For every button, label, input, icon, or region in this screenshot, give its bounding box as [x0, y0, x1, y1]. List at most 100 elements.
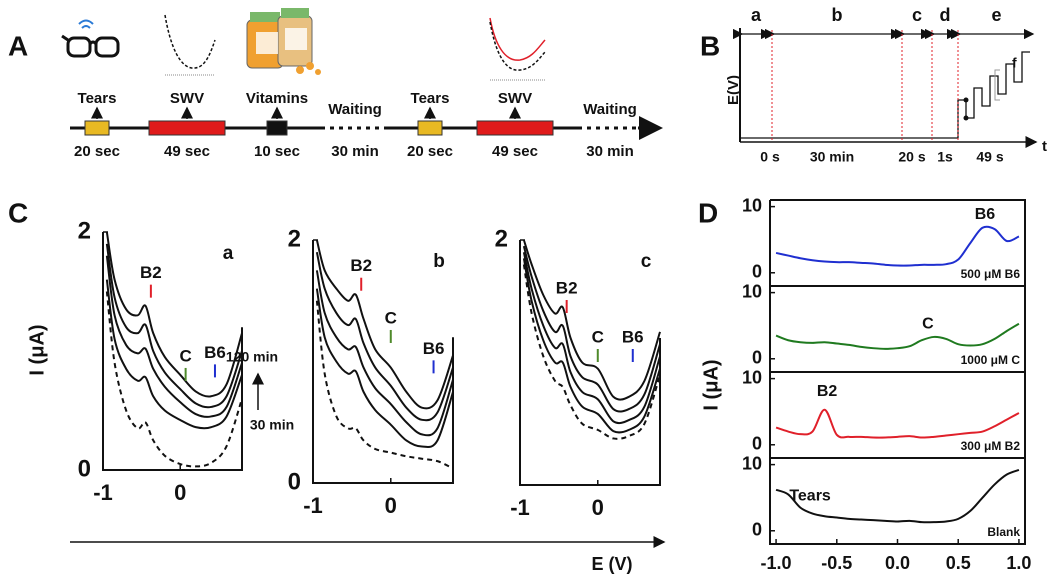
peak-label: B6	[423, 339, 445, 358]
peak-label: C	[592, 327, 604, 346]
curve	[522, 245, 661, 413]
trace-note: 500 μM B6	[961, 267, 1021, 281]
curve	[315, 239, 454, 410]
curve	[775, 322, 1020, 350]
phase-label: a	[751, 5, 762, 25]
panel-labels: A B C D	[8, 30, 720, 228]
peak-label: Tears	[789, 488, 831, 505]
peak-label: B2	[350, 256, 372, 275]
y-tick-label: 10	[742, 367, 762, 387]
trace-note: Blank	[987, 525, 1020, 539]
x-axis-label: E (V)	[591, 554, 632, 574]
peak-label: C	[385, 308, 397, 327]
panel-sublabel: a	[223, 243, 234, 264]
y-tick-label: 0	[752, 434, 762, 454]
curve	[315, 251, 454, 422]
panel-sublabel: c	[641, 251, 652, 272]
step-duration: 20 sec	[74, 143, 120, 160]
y-axis-label: I (μA)	[26, 324, 48, 375]
y-tick-label: 2	[288, 225, 301, 252]
peak-label: B2	[556, 278, 578, 297]
swv-icon	[164, 14, 216, 76]
phase-time: 1s	[937, 149, 953, 165]
y-tick-label: 2	[78, 217, 91, 244]
panel-label: B	[700, 30, 720, 61]
curve	[105, 243, 243, 409]
curve	[315, 300, 454, 470]
axes	[102, 232, 243, 471]
y-tick-label: 0	[752, 348, 762, 368]
step-duration: 49 sec	[492, 143, 538, 160]
staircase	[740, 51, 1030, 139]
frame	[769, 286, 1026, 373]
curve	[522, 252, 661, 425]
curve	[775, 468, 1020, 524]
x-tick-label: -1	[303, 493, 323, 518]
peak-label: B2	[817, 383, 838, 400]
phase-label: b	[832, 5, 843, 25]
x-tick-label: 0	[385, 493, 397, 518]
panel-label: A	[8, 30, 28, 61]
y-axis-label: E(V)	[725, 75, 742, 105]
x-tick-label: 1.0	[1006, 553, 1031, 573]
curve	[522, 258, 661, 434]
vitamin-icon	[246, 8, 321, 75]
waveform: E(V) t f	[725, 28, 1047, 155]
peak-label: B6	[622, 327, 644, 346]
step-label: Vitamins	[246, 90, 308, 107]
y-tick-label: 0	[752, 262, 762, 282]
step-box	[84, 120, 110, 136]
y-tick-label: 2	[495, 225, 508, 252]
curve	[105, 291, 243, 468]
phase-label: d	[940, 5, 951, 25]
step-duration: 10 sec	[254, 143, 300, 160]
step-label: Waiting	[583, 101, 637, 118]
x-tick-label: 0	[174, 480, 186, 505]
glasses-icon	[61, 19, 120, 58]
phase-time: 49 s	[976, 149, 1003, 165]
time-arrow-start: 30 min	[250, 417, 294, 433]
y-tick-label: 10	[742, 281, 762, 301]
curve	[315, 288, 454, 449]
frame	[769, 372, 1026, 459]
x-tick-label: 0.0	[885, 553, 910, 573]
peak-label: C	[922, 316, 934, 333]
phase-time: 30 min	[810, 149, 854, 165]
step-label: f	[1012, 55, 1017, 71]
trace-note: 300 μM B2	[961, 439, 1021, 453]
step-box	[266, 120, 288, 136]
swv-icon	[489, 17, 546, 81]
y-tick-label: 0	[752, 520, 762, 540]
phase-label: e	[991, 5, 1001, 25]
x-axis-label: t	[1042, 138, 1047, 155]
curve	[105, 255, 243, 418]
peak-label: B6	[975, 206, 996, 223]
trace-note: 1000 μM C	[961, 353, 1021, 367]
curve	[105, 231, 243, 398]
step-duration: 49 sec	[164, 143, 210, 160]
curve	[522, 264, 661, 440]
step-box	[476, 120, 554, 136]
peak-label: B2	[140, 263, 162, 282]
y-tick-label: 10	[742, 195, 762, 215]
axes	[312, 240, 454, 484]
y-axis-label: I (μA)	[700, 359, 722, 410]
x-tick-label: -1	[510, 495, 530, 520]
x-tick-label: -0.5	[821, 553, 852, 573]
axes	[519, 240, 661, 486]
panel-label: C	[8, 197, 28, 228]
step-label: Waiting	[328, 101, 382, 118]
step-duration: 30 min	[331, 143, 379, 160]
step-label: SWV	[170, 90, 204, 107]
x-tick-label: -1.0	[761, 553, 792, 573]
panel-sublabel: b	[433, 251, 445, 272]
x-tick-label: 0.5	[946, 553, 971, 573]
peak-label: B6	[204, 343, 226, 362]
step-duration: 30 min	[586, 143, 634, 160]
y-tick-label: 10	[742, 453, 762, 473]
phase-label: c	[912, 5, 922, 25]
panel-label: D	[698, 197, 718, 228]
curve	[315, 270, 454, 437]
curve	[775, 408, 1020, 439]
